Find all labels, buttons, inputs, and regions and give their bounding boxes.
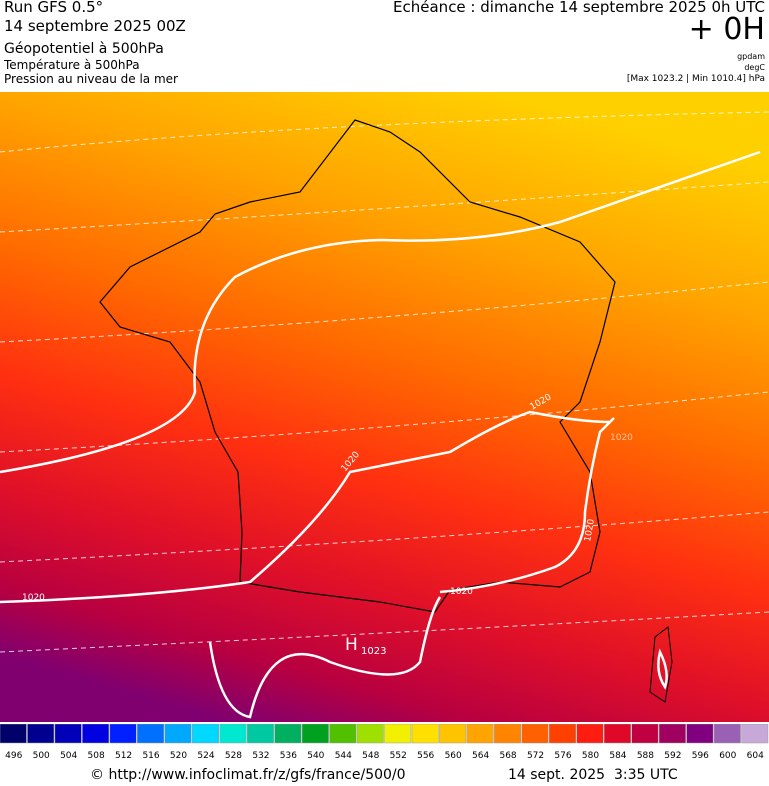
colorbar-cell: [439, 724, 467, 744]
colorbar-cell: [192, 724, 219, 744]
colorbar-label: 556: [417, 751, 434, 761]
colorbar-cell: [0, 724, 27, 744]
colorbar-label: 596: [692, 751, 709, 761]
colorbar-cell: [494, 724, 522, 744]
colorbar-label: 508: [88, 751, 105, 761]
colorbar-label: 496: [5, 751, 22, 761]
colorbar-label: 564: [472, 751, 489, 761]
colorbar-label: 532: [252, 751, 269, 761]
isobar-label: 1020: [610, 433, 633, 443]
colorbar-cell: [466, 724, 494, 744]
colorbar-label: 576: [554, 751, 571, 761]
isobar-label: 1020: [22, 593, 45, 603]
isobar-label: 1020: [450, 587, 473, 597]
field: Pression au niveau de la mer: [4, 72, 178, 86]
colorbar-cell: [274, 724, 302, 744]
colorbar-cell: [82, 724, 110, 744]
colorbar-label: 552: [390, 751, 407, 761]
colorbar-cell: [329, 724, 357, 744]
colorbar-cell: [384, 724, 412, 744]
colorbar-cell: [27, 724, 55, 744]
run: Run GFS 0.5°: [4, 0, 104, 16]
colorbar-cell: [219, 724, 247, 744]
colorbar-cell: [549, 724, 576, 744]
colorbar-label: 504: [60, 751, 77, 761]
colorbar-cell: [411, 724, 439, 744]
colorbar-cell: [109, 724, 137, 744]
colorbar-label: 548: [362, 751, 379, 761]
colorbar-label: 572: [527, 751, 544, 761]
colorbar-label: 544: [335, 751, 352, 761]
unit: degC: [744, 63, 765, 72]
colorbar-cell: [137, 724, 165, 744]
footer-time: 14 sept. 2025 3:35 UTC: [508, 767, 678, 783]
colorbar-label: 584: [609, 751, 626, 761]
colorbar-cell: [603, 724, 631, 744]
colorbar-cell: [246, 724, 274, 744]
corsica-outline: [649, 626, 673, 703]
colorbar-label: 540: [307, 751, 324, 761]
colorbar-cell: [713, 724, 741, 744]
colorbar-label: 568: [499, 751, 516, 761]
field: Géopotentiel à 500hPa: [4, 41, 164, 57]
colorbar-cell: [356, 724, 384, 744]
colorbar-label: 500: [33, 751, 50, 761]
map: 1020 1020 1020 1020 1020 1020 H 1023: [0, 92, 769, 722]
colorbar-cell: [741, 724, 769, 744]
high-value: 1023: [361, 646, 386, 657]
colorbar-label: 560: [445, 751, 462, 761]
colorbar-label: 580: [582, 751, 599, 761]
colorbar-label: 524: [197, 751, 214, 761]
colorbar-label: 512: [115, 751, 132, 761]
high-marker: H: [345, 635, 358, 655]
offset: + 0H: [688, 12, 765, 47]
colorbar-cell: [54, 724, 82, 744]
pressure-isobars: [0, 150, 761, 719]
colorbar-label: 604: [747, 751, 764, 761]
colorbar-label: 520: [170, 751, 187, 761]
colorbar-cell: [576, 724, 604, 744]
colorbar-label: 588: [637, 751, 654, 761]
colorbar-label: 516: [142, 751, 159, 761]
date: 14 septembre 2025 00Z: [4, 17, 186, 35]
colorbar-label: 600: [719, 751, 736, 761]
colorbar: 496 500 504 508 512 516 520 524 528 532 536 540 544 5…: [0, 724, 769, 761]
unit: gpdam: [737, 52, 765, 61]
colorbar-cell: [521, 724, 549, 744]
footer-url: © http://www.infoclimat.fr/z/gfs/france/…: [90, 767, 406, 783]
isobar-label: 1020: [583, 518, 597, 543]
temperature-field: [0, 92, 769, 722]
echeance: Echéance : dimanche 14 septembre 2025 0h…: [393, 0, 765, 16]
colorbar-cell: [686, 724, 714, 744]
field: Température à 500hPa: [4, 58, 140, 72]
colorbar-cell: [164, 724, 192, 744]
colorbar-cell: [658, 724, 686, 744]
colorbar-label: 592: [664, 751, 681, 761]
colorbar-label: 536: [280, 751, 297, 761]
range: [Max 1023.2 | Min 1010.4] hPa: [626, 74, 765, 84]
colorbar-cell: [631, 724, 659, 744]
colorbar-cell: [301, 724, 329, 744]
colorbar-label: 528: [225, 751, 242, 761]
